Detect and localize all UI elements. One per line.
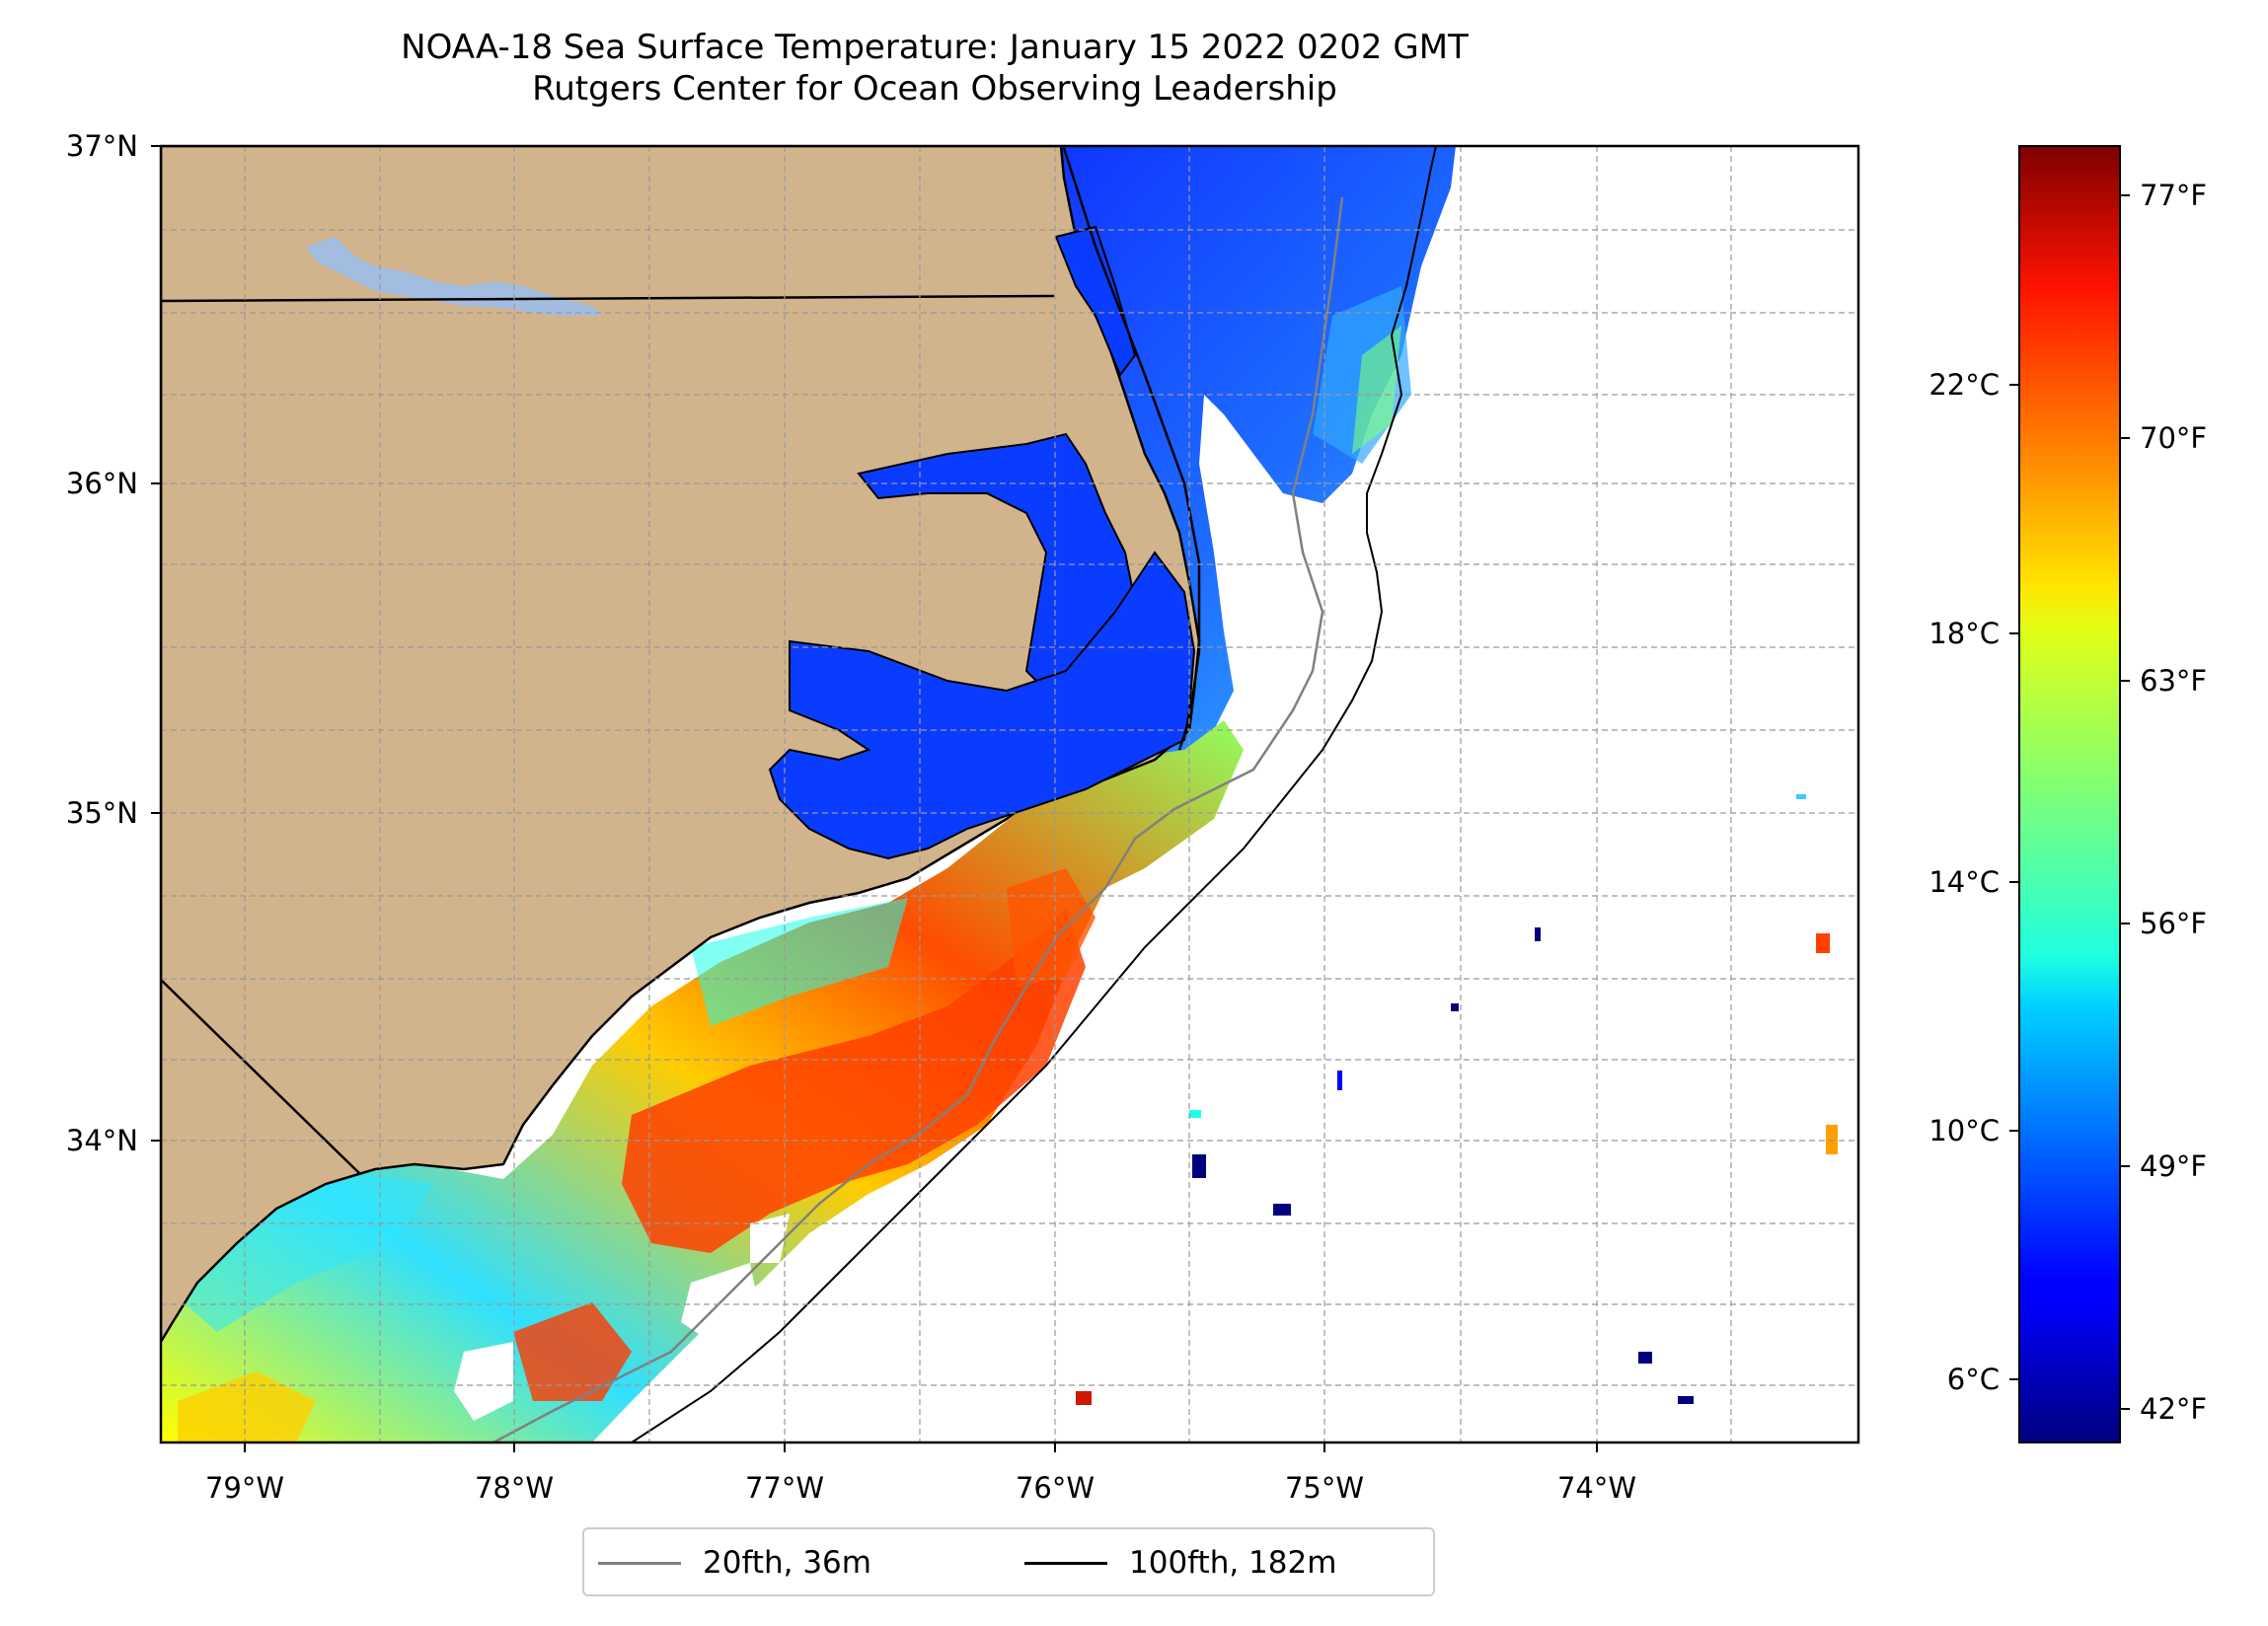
- colorbar-fahrenheit-label: 77°F: [2140, 179, 2207, 212]
- graticule: [161, 146, 1858, 1442]
- land-mass: [161, 146, 1201, 1345]
- colorbar-celsius-label: 14°C: [1928, 865, 2000, 899]
- legend-swatch-black: [1024, 1561, 1107, 1565]
- isobath-legend: 20fth, 36m 100fth, 182m: [582, 1527, 1435, 1596]
- legend-swatch-gray: [598, 1561, 681, 1565]
- colorbar-fahrenheit-label: 56°F: [2140, 907, 2207, 940]
- lon-label: 76°W: [1016, 1471, 1095, 1505]
- colorbar-ticks: [2009, 194, 2130, 1410]
- lat-label: 36°N: [66, 467, 138, 500]
- map-title: NOAA-18 Sea Surface Temperature: January…: [401, 28, 1469, 67]
- state-border-nc-sc: [161, 979, 361, 1175]
- colorbar-celsius-label: 10°C: [1928, 1114, 2000, 1147]
- axis-ticks: [151, 145, 1598, 1452]
- lat-label: 35°N: [66, 796, 138, 830]
- legend-item-20fth: 20fth, 36m: [598, 1543, 871, 1583]
- legend-label: 20fth, 36m: [703, 1545, 871, 1581]
- sst-south-region: [161, 720, 1244, 1442]
- colorbar-celsius-label: 6°C: [1947, 1363, 2000, 1396]
- lon-label: 74°W: [1557, 1471, 1636, 1505]
- map-frame: [159, 144, 1860, 1444]
- lon-label: 78°W: [475, 1471, 554, 1505]
- lat-label: 34°N: [66, 1124, 138, 1157]
- isobath-20fth: [492, 196, 1344, 1442]
- lat-label: 37°N: [66, 129, 138, 163]
- colorbar-fahrenheit-label: 42°F: [2140, 1392, 2207, 1426]
- sst-north-region: [869, 146, 1456, 809]
- reservoir: [306, 237, 602, 316]
- legend-label: 100fth, 182m: [1129, 1545, 1337, 1581]
- map-area: [161, 146, 1858, 1442]
- colorbar-fahrenheit-label: 49°F: [2140, 1149, 2207, 1183]
- colorbar-fahrenheit-label: 63°F: [2140, 664, 2207, 698]
- map-subtitle: Rutgers Center for Ocean Observing Leade…: [532, 69, 1337, 109]
- legend-item-100fth: 100fth, 182m: [1024, 1543, 1336, 1583]
- colorbar: [2018, 145, 2121, 1443]
- lon-label: 77°W: [745, 1471, 824, 1505]
- pamlico-sound: [768, 551, 1196, 860]
- lon-label: 79°W: [205, 1471, 284, 1505]
- lon-label: 75°W: [1285, 1471, 1364, 1505]
- isobath-100fth: [631, 146, 1437, 1442]
- colorbar-fahrenheit-label: 70°F: [2140, 421, 2207, 455]
- colorbar-celsius-label: 18°C: [1928, 617, 2000, 650]
- state-border-va-nc: [161, 294, 1055, 303]
- colorbar-celsius-label: 22°C: [1928, 368, 2000, 402]
